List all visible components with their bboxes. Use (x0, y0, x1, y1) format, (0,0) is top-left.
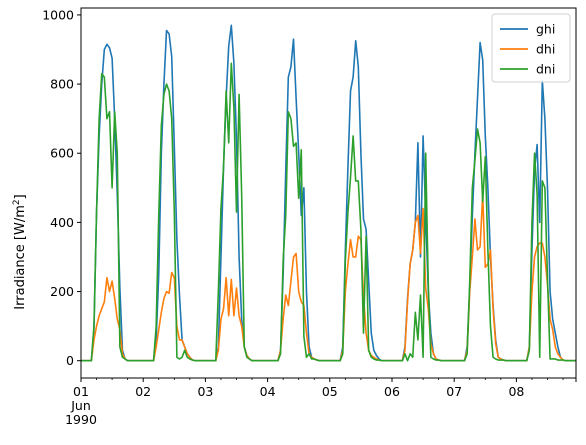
legend-label-dhi: dhi (536, 42, 555, 57)
y-tick-label: 200 (50, 284, 74, 299)
x-tick-label: 03 (197, 384, 213, 399)
y-tick-label: 600 (50, 146, 74, 161)
series-line-dni (81, 62, 576, 362)
x-tick-label: 1990 (65, 412, 97, 427)
series-layer (81, 24, 576, 362)
legend-label-ghi: ghi (536, 22, 555, 37)
x-tick-label: 06 (384, 384, 400, 399)
x-tick-label: 07 (446, 384, 462, 399)
y-tick-label: 400 (50, 215, 74, 230)
x-tick-label: 08 (508, 384, 524, 399)
plot-frame (80, 7, 577, 379)
legend-label-dni: dni (536, 62, 555, 77)
legend-box (491, 13, 571, 83)
x-tick-label: 02 (135, 384, 151, 399)
legend: ghi dhi dni (491, 13, 571, 83)
x-tick-label: 01 (73, 384, 89, 399)
y-tick-label: 800 (50, 77, 74, 92)
y-ticks: 0 200 400 600 800 1000 (42, 7, 81, 368)
y-axis-label: Irradiance [W/m2] (12, 194, 28, 309)
y-tick-label: 0 (66, 353, 74, 368)
x-tick-label: Jun (70, 398, 91, 413)
x-tick-label: 04 (260, 384, 276, 399)
y-tick-label: 1000 (42, 7, 74, 22)
x-tick-label: 05 (322, 384, 338, 399)
